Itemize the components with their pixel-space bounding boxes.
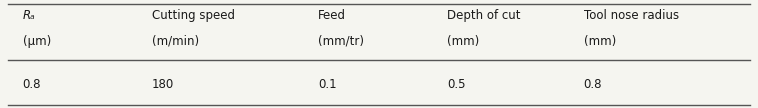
- Text: Feed: Feed: [318, 9, 346, 22]
- Text: 0.8: 0.8: [584, 78, 602, 91]
- Text: 180: 180: [152, 78, 174, 91]
- Text: (m/min): (m/min): [152, 35, 199, 48]
- Text: (mm): (mm): [447, 35, 480, 48]
- Text: 0.5: 0.5: [447, 78, 465, 91]
- Text: Rₐ: Rₐ: [23, 9, 36, 22]
- Text: (μm): (μm): [23, 35, 51, 48]
- Text: Tool nose radius: Tool nose radius: [584, 9, 678, 22]
- Text: (mm/tr): (mm/tr): [318, 35, 365, 48]
- Text: 0.8: 0.8: [23, 78, 41, 91]
- Text: Depth of cut: Depth of cut: [447, 9, 521, 22]
- Text: (mm): (mm): [584, 35, 616, 48]
- Text: Cutting speed: Cutting speed: [152, 9, 234, 22]
- Text: 0.1: 0.1: [318, 78, 337, 91]
